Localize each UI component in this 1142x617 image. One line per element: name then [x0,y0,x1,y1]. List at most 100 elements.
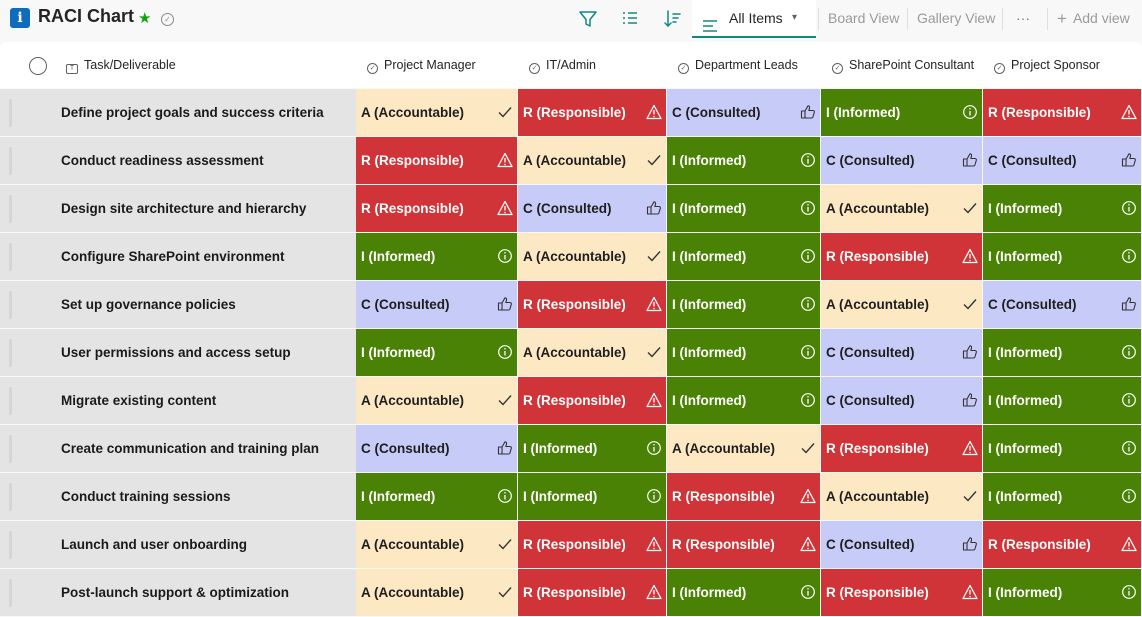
table-row[interactable]: User permissions and access setup I (Info… [0,329,1142,377]
raci-cell[interactable]: I (Informed) [983,233,1141,280]
raci-cell[interactable]: R (Responsible) [821,569,982,616]
row-selector[interactable] [9,147,12,175]
raci-cell[interactable]: I (Informed) [983,569,1141,616]
raci-cell[interactable]: R (Responsible) [667,521,820,568]
filter-icon[interactable] [577,8,599,30]
table-row[interactable]: Post-launch support & optimization A (Acc… [0,569,1142,617]
table-row[interactable]: Set up governance policies C (Consulted) R… [0,281,1142,329]
raci-cell[interactable]: A (Accountable) [356,89,517,136]
raci-cell[interactable]: I (Informed) [518,425,666,472]
raci-cell[interactable]: I (Informed) [821,89,982,136]
raci-cell[interactable]: A (Accountable) [518,329,666,376]
list-title[interactable]: RACI Chart [38,6,135,26]
row-selector[interactable] [9,243,12,271]
task-cell[interactable]: Conduct training sessions [0,473,356,520]
raci-cell[interactable]: R (Responsible) [518,89,666,136]
raci-cell[interactable]: R (Responsible) [518,569,666,616]
row-selector[interactable] [9,579,12,607]
table-row[interactable]: Configure SharePoint environment I (Infor… [0,233,1142,281]
raci-cell[interactable]: I (Informed) [667,329,820,376]
table-row[interactable]: Design site architecture and hierarchy R … [0,185,1142,233]
table-row[interactable]: Create communication and training plan C … [0,425,1142,473]
raci-cell[interactable]: C (Consulted) [983,281,1141,328]
raci-cell[interactable]: I (Informed) [667,377,820,424]
raci-cell[interactable]: R (Responsible) [518,521,666,568]
task-cell[interactable]: Conduct readiness assessment [0,137,356,184]
raci-cell[interactable]: C (Consulted) [518,185,666,232]
more-views-button[interactable]: ··· [1016,10,1030,26]
task-cell[interactable]: Design site architecture and hierarchy [0,185,356,232]
column-header-department-leads[interactable]: ✓ Department Leads [678,42,798,88]
row-selector[interactable] [9,99,12,127]
select-all-checkbox[interactable] [29,57,47,75]
raci-cell[interactable]: C (Consulted) [821,137,982,184]
raci-cell[interactable]: I (Informed) [667,281,820,328]
task-cell[interactable]: Set up governance policies [0,281,356,328]
row-selector[interactable] [9,291,12,319]
raci-cell[interactable]: A (Accountable) [356,569,517,616]
row-selector[interactable] [9,339,12,367]
view-tab-gallery-view[interactable]: Gallery View [917,10,996,26]
raci-cell[interactable]: R (Responsible) [667,473,820,520]
group-by-icon[interactable] [619,8,641,30]
raci-cell[interactable]: I (Informed) [667,137,820,184]
raci-cell[interactable]: I (Informed) [356,329,517,376]
raci-cell[interactable]: C (Consulted) [356,425,517,472]
row-selector[interactable] [9,531,12,559]
raci-cell[interactable]: C (Consulted) [667,89,820,136]
row-selector[interactable] [9,435,12,463]
raci-cell[interactable]: I (Informed) [356,473,517,520]
task-cell[interactable]: Configure SharePoint environment [0,233,356,280]
raci-cell[interactable]: R (Responsible) [983,89,1141,136]
table-row[interactable]: Conduct readiness assessment R (Responsib… [0,137,1142,185]
raci-cell[interactable]: A (Accountable) [356,377,517,424]
raci-cell[interactable]: R (Responsible) [518,377,666,424]
raci-cell[interactable]: C (Consulted) [356,281,517,328]
status-check-icon[interactable]: ✓ [161,13,174,26]
task-cell[interactable]: Launch and user onboarding [0,521,356,568]
raci-cell[interactable]: A (Accountable) [518,137,666,184]
column-header-project-sponsor[interactable]: ✓ Project Sponsor [994,42,1100,88]
raci-cell[interactable]: C (Consulted) [821,329,982,376]
raci-cell[interactable]: R (Responsible) [356,185,517,232]
raci-cell[interactable]: A (Accountable) [356,521,517,568]
favorite-star-icon[interactable]: ★ [138,10,152,27]
raci-cell[interactable]: A (Accountable) [821,473,982,520]
raci-cell[interactable]: A (Accountable) [667,425,820,472]
row-selector[interactable] [9,387,12,415]
raci-cell[interactable]: A (Accountable) [518,233,666,280]
raci-cell[interactable]: I (Informed) [983,329,1141,376]
table-row[interactable]: Launch and user onboarding A (Accountable… [0,521,1142,569]
raci-cell[interactable]: I (Informed) [356,233,517,280]
raci-cell[interactable]: A (Accountable) [821,281,982,328]
raci-cell[interactable]: R (Responsible) [356,137,517,184]
chevron-down-icon[interactable]: ▾ [792,12,798,23]
row-selector[interactable] [9,195,12,223]
raci-cell[interactable]: R (Responsible) [821,233,982,280]
raci-cell[interactable]: I (Informed) [983,425,1141,472]
raci-cell[interactable]: I (Informed) [983,377,1141,424]
column-header-task[interactable]: T Task/Deliverable [66,42,176,88]
raci-cell[interactable]: I (Informed) [983,473,1141,520]
raci-cell[interactable]: R (Responsible) [983,521,1141,568]
raci-cell[interactable]: I (Informed) [518,473,666,520]
raci-cell[interactable]: A (Accountable) [821,185,982,232]
raci-cell[interactable]: I (Informed) [667,185,820,232]
view-tab-board-view[interactable]: Board View [828,10,900,26]
raci-cell[interactable]: I (Informed) [667,233,820,280]
raci-cell[interactable]: C (Consulted) [821,377,982,424]
raci-cell[interactable]: R (Responsible) [518,281,666,328]
column-header-sharepoint-consultant[interactable]: ✓ SharePoint Consultant [832,42,974,88]
column-header-project-manager[interactable]: ✓ Project Manager [367,42,476,88]
task-cell[interactable]: User permissions and access setup [0,329,356,376]
table-row[interactable]: Conduct training sessions I (Informed) I (… [0,473,1142,521]
sort-icon[interactable] [661,8,683,30]
column-header-it-admin[interactable]: ✓ IT/Admin [529,42,596,88]
add-view-button[interactable]: + Add view [1057,0,1130,38]
table-row[interactable]: Migrate existing content A (Accountable) R… [0,377,1142,425]
task-cell[interactable]: Create communication and training plan [0,425,356,472]
task-cell[interactable]: Post-launch support & optimization [0,569,356,616]
raci-cell[interactable]: I (Informed) [983,185,1141,232]
task-cell[interactable]: Define project goals and success criteri… [0,89,356,136]
row-selector[interactable] [9,483,12,511]
